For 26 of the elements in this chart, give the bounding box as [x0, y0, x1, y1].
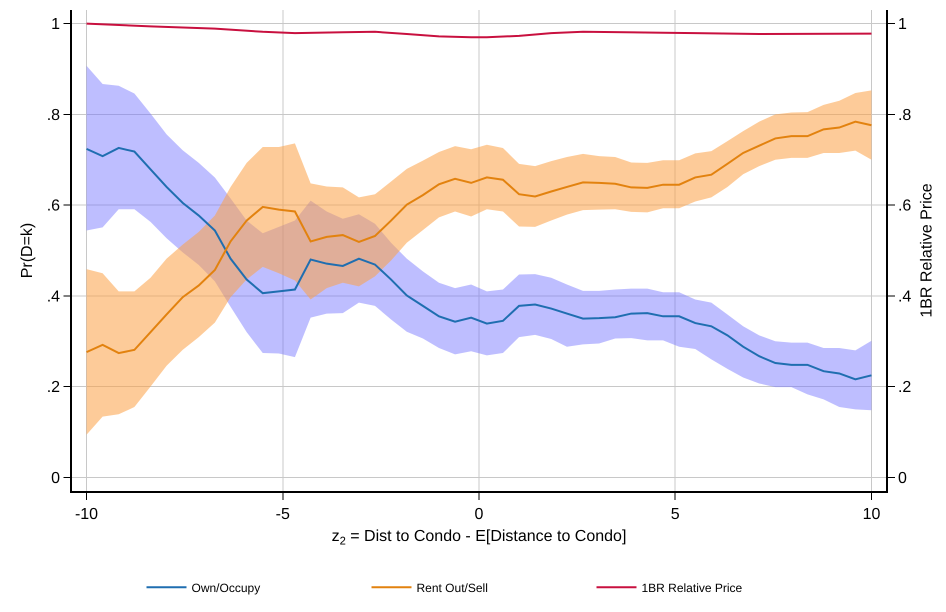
line-series: [86, 22, 872, 38]
y2-axis-title: 1BR Relative Price: [918, 183, 936, 318]
x-tick-label: 10: [862, 506, 880, 523]
legend-label: Rent Out/Sell: [416, 580, 488, 595]
y-tick-label: 1: [51, 16, 60, 34]
y2-tick-label: .6: [898, 198, 912, 215]
y2-tick-label: .2: [898, 379, 912, 396]
y-tick-label: .2: [46, 379, 60, 396]
x-tick-label: -5: [276, 506, 290, 523]
x-axis-title: z$_{2}$ = Dist to Condo - E[Distance to Condo]: [332, 528, 626, 548]
y-axis-title: Pr(D=k): [19, 222, 36, 278]
x-tick-label: 0: [474, 506, 484, 523]
y-tick-label: .8: [46, 106, 60, 124]
y2-tick-label: 1: [898, 16, 907, 34]
y-tick-label: .4: [46, 288, 60, 306]
line-series: [86, 146, 872, 380]
x-tick-label: 5: [670, 506, 680, 523]
y-tick-label: .6: [46, 198, 60, 215]
y2-tick-label: .8: [898, 106, 912, 124]
y-tick-label: 0: [51, 470, 60, 487]
line-series: [86, 120, 872, 354]
legend-label: 1BR Relative Price: [642, 580, 743, 595]
legend-label: Own/Occupy: [192, 580, 260, 595]
y2-tick-label: 0: [898, 470, 907, 487]
y2-tick-label: .4: [898, 288, 912, 306]
x-tick-label: -10: [74, 506, 98, 523]
